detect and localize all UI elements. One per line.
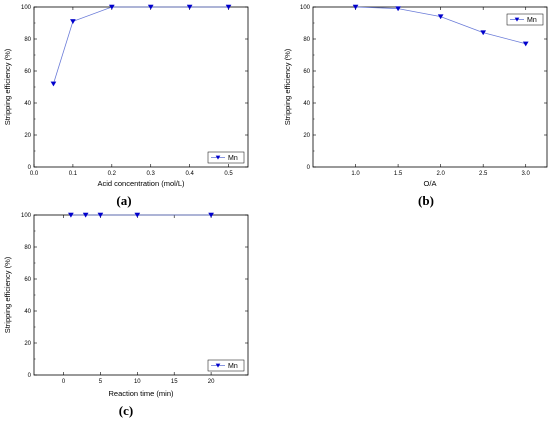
panel-label: (b) (418, 193, 434, 208)
data-point (522, 41, 529, 47)
data-point (186, 4, 193, 10)
legend-label: Mn (527, 17, 537, 24)
x-tick-label: 20 (208, 379, 215, 385)
x-axis-label: Reaction time (min) (108, 389, 174, 398)
y-tick-label: 60 (303, 69, 310, 75)
chart-panel-b: 0 20 40 60 80 100 1.0 1.5 2.0 2.5 3.0 O/A Stripping … (283, 4, 548, 208)
x-tick-label: 2.0 (436, 171, 445, 177)
series-line-mn (53, 6, 229, 84)
y-axis-label: Stripping efficiency (%) (3, 256, 12, 333)
y-axis-label: Stripping efficiency (%) (3, 48, 12, 125)
legend-label: Mn (228, 155, 238, 162)
data-point (352, 4, 359, 10)
x-tick-label: 1.5 (394, 171, 403, 177)
legend-marker-swatch (215, 363, 221, 368)
series-line-mn (355, 6, 526, 45)
y-axis-label: Stripping efficiency (%) (283, 48, 292, 125)
data-point (134, 212, 141, 218)
y-tick-label: 100 (21, 5, 32, 11)
plot-frame (312, 6, 548, 168)
y-tick-label: 20 (24, 133, 31, 139)
plot-frame (33, 6, 249, 168)
y-tick-label: 40 (24, 309, 31, 315)
data-point (50, 81, 57, 87)
y-tick-label: 20 (24, 341, 31, 347)
data-point (480, 30, 487, 36)
x-tick-label: 0.0 (30, 171, 39, 177)
legend-label: Mn (228, 363, 238, 370)
y-tick-label: 80 (24, 245, 31, 251)
plot-frame (33, 214, 249, 376)
data-point (208, 212, 214, 218)
legend-marker-swatch (514, 17, 520, 22)
x-tick-label: 5 (99, 379, 103, 385)
chart-panel-a: 0 20 40 60 80 100 0.0 0.1 0.2 0.3 0.4 0.5 Acid conce… (3, 4, 249, 208)
chart-panel-c: 0 20 40 60 80 100 0 5 10 15 20 Reaction time (min) S… (3, 212, 249, 418)
legend-marker-swatch (215, 155, 221, 160)
legend-box (207, 151, 245, 164)
y-tick-label: 100 (21, 213, 32, 219)
legend-box (506, 13, 544, 26)
legend-box (207, 359, 245, 372)
y-tick-label: 40 (303, 101, 310, 107)
y-tick-label: 60 (24, 277, 31, 283)
x-tick-label: 3.0 (522, 171, 531, 177)
x-tick-label: 10 (134, 379, 141, 385)
data-point (147, 4, 154, 10)
data-point (97, 212, 104, 218)
y-tick-label: 100 (300, 5, 311, 11)
panel-label: (c) (119, 403, 133, 418)
data-point (395, 6, 401, 12)
y-tick-label: 80 (303, 37, 310, 43)
x-axis-label: O/A (424, 179, 437, 188)
x-tick-label: 0.1 (69, 171, 78, 177)
y-tick-label: 40 (24, 101, 31, 107)
x-tick-label: 0.3 (147, 171, 156, 177)
x-tick-label: 0.4 (185, 171, 194, 177)
x-tick-label: 2.5 (479, 171, 488, 177)
y-tick-label: 0 (307, 165, 311, 171)
x-axis-label: Acid concentration (mol/L) (97, 179, 185, 188)
data-point (70, 19, 76, 25)
panel-label: (a) (116, 193, 131, 208)
y-tick-label: 0 (28, 165, 32, 171)
y-tick-label: 80 (24, 37, 31, 43)
y-tick-label: 20 (303, 133, 310, 139)
data-point (225, 4, 232, 10)
y-tick-label: 60 (24, 69, 31, 75)
x-tick-label: 1.0 (351, 171, 360, 177)
x-tick-label: 15 (171, 379, 178, 385)
x-tick-label: 0.5 (224, 171, 233, 177)
data-point (82, 212, 89, 218)
data-point (108, 4, 115, 10)
data-point (437, 14, 444, 20)
data-point (68, 212, 74, 218)
x-tick-label: 0 (62, 379, 66, 385)
x-tick-label: 0.2 (108, 171, 117, 177)
y-tick-label: 0 (28, 373, 32, 379)
